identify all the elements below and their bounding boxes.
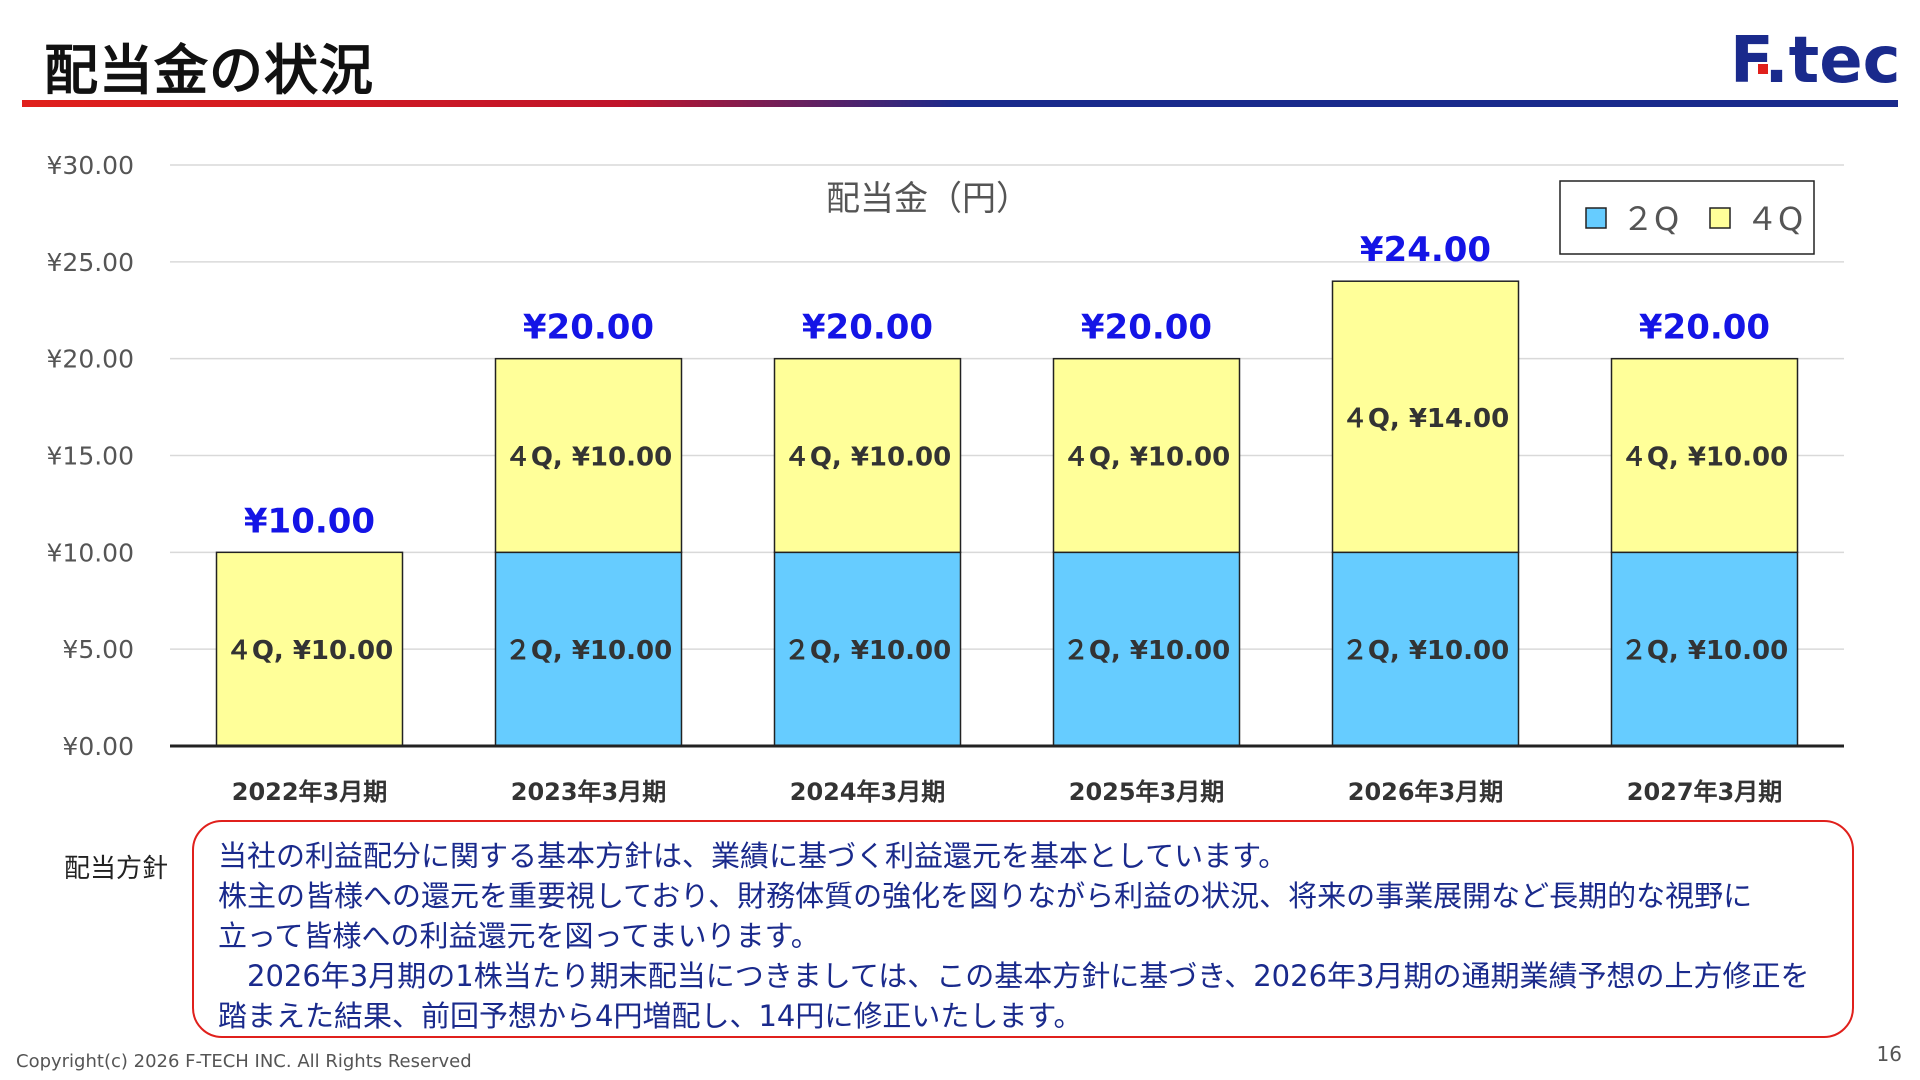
- x-category-label: 2025年3月期: [1069, 778, 1225, 806]
- bar-segment-label: ２Q, ¥10.00: [1621, 636, 1788, 666]
- bar-segment: [1052, 551, 1241, 747]
- bar-segment: [215, 551, 404, 747]
- y-tick-label: ¥20.00: [47, 345, 134, 374]
- bar-segment-label: ２Q, ¥10.00: [1063, 636, 1230, 666]
- x-category-label: 2027年3月期: [1627, 778, 1783, 806]
- policy-box: 当社の利益配分に関する基本方針は、業績に基づく利益還元を基本としています。 株主…: [192, 820, 1854, 1038]
- bar-segment: [494, 551, 683, 747]
- logo-text: F.tech: [1730, 24, 1898, 92]
- policy-line: 立って皆様への利益還元を図ってまいります。: [218, 919, 820, 953]
- bar-total-label: ¥20.00: [1081, 308, 1212, 348]
- bar-segment: [773, 357, 962, 554]
- policy-line: 当社の利益配分に関する基本方針は、業績に基づく利益還元を基本としています。: [218, 839, 1288, 873]
- y-tick-label: ¥25.00: [47, 248, 134, 277]
- policy-line: 2026年3月期の1株当たり期末配当につきましては、この基本方針に基づき、202…: [218, 959, 1810, 993]
- y-tick-label: ¥0.00: [62, 732, 134, 761]
- header-rule: [22, 100, 1898, 107]
- x-category-label: 2022年3月期: [232, 778, 388, 806]
- bar-segment-label: ４Q, ¥10.00: [784, 443, 951, 473]
- y-tick-label: ¥15.00: [47, 442, 134, 471]
- legend-swatch: [1585, 207, 1607, 229]
- policy-line: 踏まえた結果、前回予想から4円増配し、14円に修正いたします。: [218, 999, 1083, 1033]
- page-number: 16: [1876, 1042, 1902, 1066]
- legend-swatch: [1709, 207, 1731, 229]
- bar-segment: [1610, 357, 1799, 554]
- bar-total-label: ¥20.00: [802, 308, 933, 348]
- legend-label: ２Q: [1622, 200, 1679, 238]
- bar-segment: [773, 551, 962, 747]
- company-logo: F.tech: [1730, 24, 1898, 92]
- bar-total-label: ¥10.00: [244, 501, 375, 541]
- bar-segment-label: ４Q, ¥10.00: [505, 443, 672, 473]
- copyright-text: Copyright(c) 2026 F-TECH INC. All Rights…: [16, 1051, 472, 1072]
- logo-red-dot: [1758, 64, 1768, 74]
- x-category-label: 2026年3月期: [1348, 778, 1504, 806]
- bar-segment-label: ２Q, ¥10.00: [1342, 636, 1509, 666]
- bar-segment-label: ２Q, ¥10.00: [505, 636, 672, 666]
- bar-segment: [494, 357, 683, 554]
- bar-segment-label: ４Q, ¥10.00: [226, 636, 393, 666]
- y-tick-label: ¥10.00: [47, 538, 134, 567]
- chart-title: 配当金（円）: [826, 179, 1030, 219]
- bar-total-label: ¥20.00: [523, 308, 654, 348]
- policy-label: 配当方針: [64, 854, 169, 884]
- y-tick-label: ¥30.00: [47, 151, 134, 180]
- bar-segment: [1331, 280, 1520, 554]
- legend-label: ４Q: [1746, 200, 1803, 238]
- bar-segment-label: ４Q, ¥14.00: [1342, 404, 1509, 434]
- bar-segment-label: ４Q, ¥10.00: [1621, 443, 1788, 473]
- policy-line: 株主の皆様への還元を重要視しており、財務体質の強化を図りながら利益の状況、将来の…: [218, 879, 1753, 913]
- x-category-label: 2023年3月期: [511, 778, 667, 806]
- bar-segment: [1052, 357, 1241, 554]
- dividend-chart: ¥0.00 ¥5.00 ¥10.00 ¥15.00 ¥20.00 ¥25.00 ¥30.00…: [47, 151, 1844, 806]
- bar-total-label: ¥24.00: [1360, 230, 1491, 270]
- bar-segment-label: ２Q, ¥10.00: [784, 636, 951, 666]
- bar-segment: [1610, 551, 1799, 747]
- bar-segment-label: ４Q, ¥10.00: [1063, 443, 1230, 473]
- page-title: 配当金の状況: [44, 39, 374, 102]
- bar-total-label: ¥20.00: [1639, 308, 1770, 348]
- y-tick-label: ¥5.00: [62, 635, 134, 664]
- x-category-label: 2024年3月期: [790, 778, 946, 806]
